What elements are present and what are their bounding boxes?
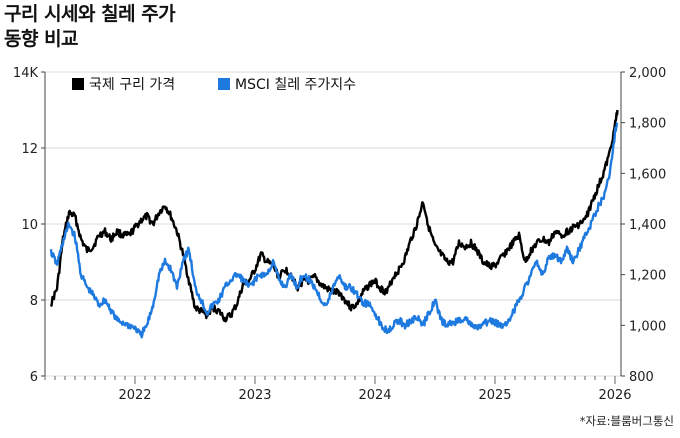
chart-title-line-1: 구리 시세와 칠레 주가 [4,3,176,25]
chart-title-line-2: 동향 비교 [4,28,79,50]
legend: 국제 구리 가격 MSCI 칠레 주가지수 [72,77,356,93]
y-left-tick-label: 12 [21,142,38,157]
x-tick-label: 2022 [118,388,151,403]
y-left-tick-label: 6 [30,370,38,385]
y-right-tick-label: 1,000 [629,319,666,334]
x-tick-label: 2025 [478,388,511,403]
legend-label-1: MSCI 칠레 주가지수 [235,77,356,93]
y-right-tick-label: 800 [629,370,654,385]
legend-swatch-1 [218,78,230,90]
chart: 6 8 10 12 14K 800 1,000 1,200 1,400 1,600 1,800 2,0… [13,66,666,403]
series-layer [49,109,619,339]
grid-lines [45,71,621,377]
x-tick-label: 2024 [358,388,391,403]
y-right-tick-label: 1,800 [629,117,666,132]
y-left-tick-label: 14K [13,66,39,81]
axes: 6 8 10 12 14K 800 1,000 1,200 1,400 1,600 1,800 2,0… [13,66,666,403]
x-tick-label: 2026 [598,388,631,403]
y-right-tick-label: 1,200 [629,269,666,284]
y-right-tick-label: 2,000 [629,66,666,81]
series-line-1 [49,121,619,339]
series-line-0 [49,109,619,323]
x-tick-label: 2023 [238,388,271,403]
legend-swatch-0 [72,78,84,90]
source-note: *자료:블룸버그통신 [579,414,674,428]
chart-title: 구리 시세와 칠레 주가 동향 비교 [4,2,176,52]
y-right-tick-label: 1,400 [629,218,666,233]
y-right-tick-label: 1,600 [629,167,666,182]
y-left-tick-label: 10 [21,218,38,233]
y-left-tick-label: 8 [30,294,38,309]
legend-label-0: 국제 구리 가격 [89,77,175,93]
